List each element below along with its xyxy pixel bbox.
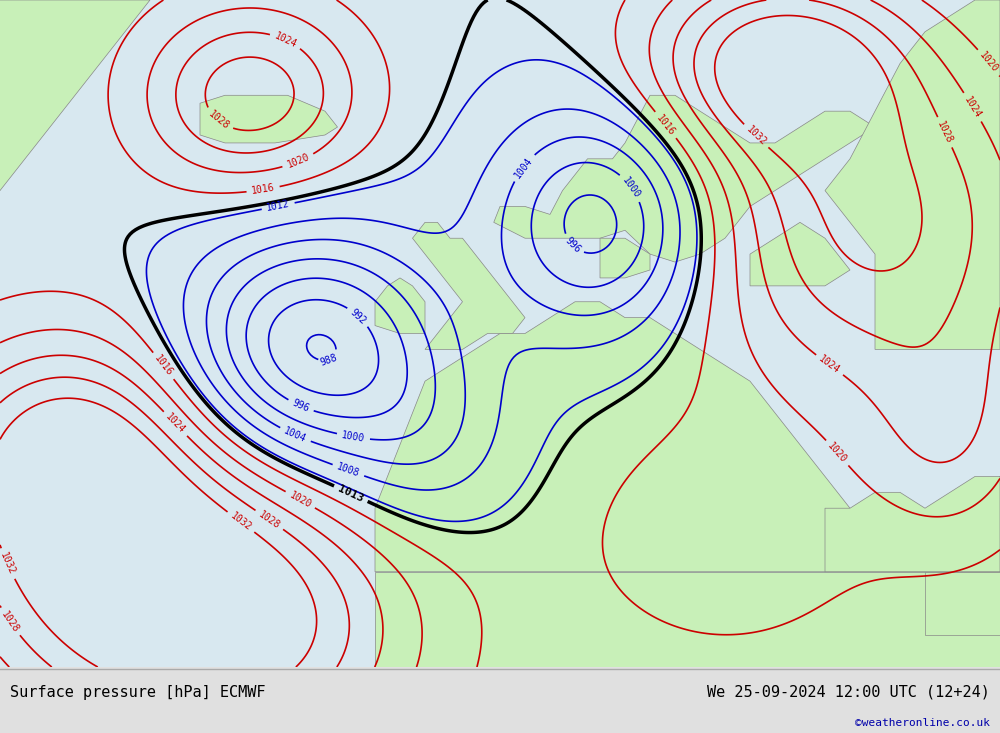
Polygon shape	[825, 0, 1000, 350]
Polygon shape	[375, 302, 1000, 572]
Polygon shape	[0, 0, 150, 191]
Text: 1028: 1028	[257, 509, 282, 531]
Polygon shape	[825, 476, 1000, 572]
Text: 1020: 1020	[285, 152, 311, 170]
Text: 1016: 1016	[251, 183, 276, 196]
Polygon shape	[750, 222, 850, 286]
Text: 1016: 1016	[655, 113, 677, 137]
Polygon shape	[925, 572, 1000, 636]
Text: 1024: 1024	[273, 31, 298, 50]
Text: 996: 996	[563, 235, 583, 255]
Polygon shape	[375, 572, 1000, 667]
Polygon shape	[600, 238, 650, 278]
Text: 1032: 1032	[744, 125, 768, 148]
Text: 1000: 1000	[341, 430, 366, 443]
Text: 1028: 1028	[0, 609, 21, 634]
Text: We 25-09-2024 12:00 UTC (12+24): We 25-09-2024 12:00 UTC (12+24)	[707, 685, 990, 699]
Text: 1028: 1028	[206, 109, 231, 132]
Text: 1013: 1013	[337, 483, 365, 504]
Text: 1008: 1008	[336, 462, 361, 479]
Text: 1020: 1020	[826, 441, 849, 465]
Text: 992: 992	[349, 306, 368, 326]
Text: 996: 996	[291, 398, 311, 414]
Polygon shape	[494, 95, 875, 262]
Text: 1024: 1024	[164, 412, 187, 436]
Text: Surface pressure [hPa] ECMWF: Surface pressure [hPa] ECMWF	[10, 685, 266, 699]
Text: 1004: 1004	[282, 426, 308, 444]
Text: 1024: 1024	[962, 95, 983, 119]
Text: 1012: 1012	[266, 199, 291, 213]
Text: 1000: 1000	[620, 175, 642, 200]
Text: 988: 988	[318, 352, 338, 367]
Text: 1024: 1024	[817, 354, 842, 376]
Text: 1028: 1028	[935, 119, 954, 145]
Polygon shape	[200, 95, 338, 143]
Text: 1032: 1032	[229, 511, 253, 533]
Text: 1020: 1020	[977, 51, 1000, 75]
Text: 1016: 1016	[152, 353, 175, 378]
Text: 1032: 1032	[0, 551, 17, 577]
Text: ©weatheronline.co.uk: ©weatheronline.co.uk	[855, 718, 990, 728]
Polygon shape	[413, 222, 525, 350]
Polygon shape	[375, 278, 425, 334]
Text: 1020: 1020	[288, 490, 313, 509]
Text: 1004: 1004	[512, 155, 535, 180]
